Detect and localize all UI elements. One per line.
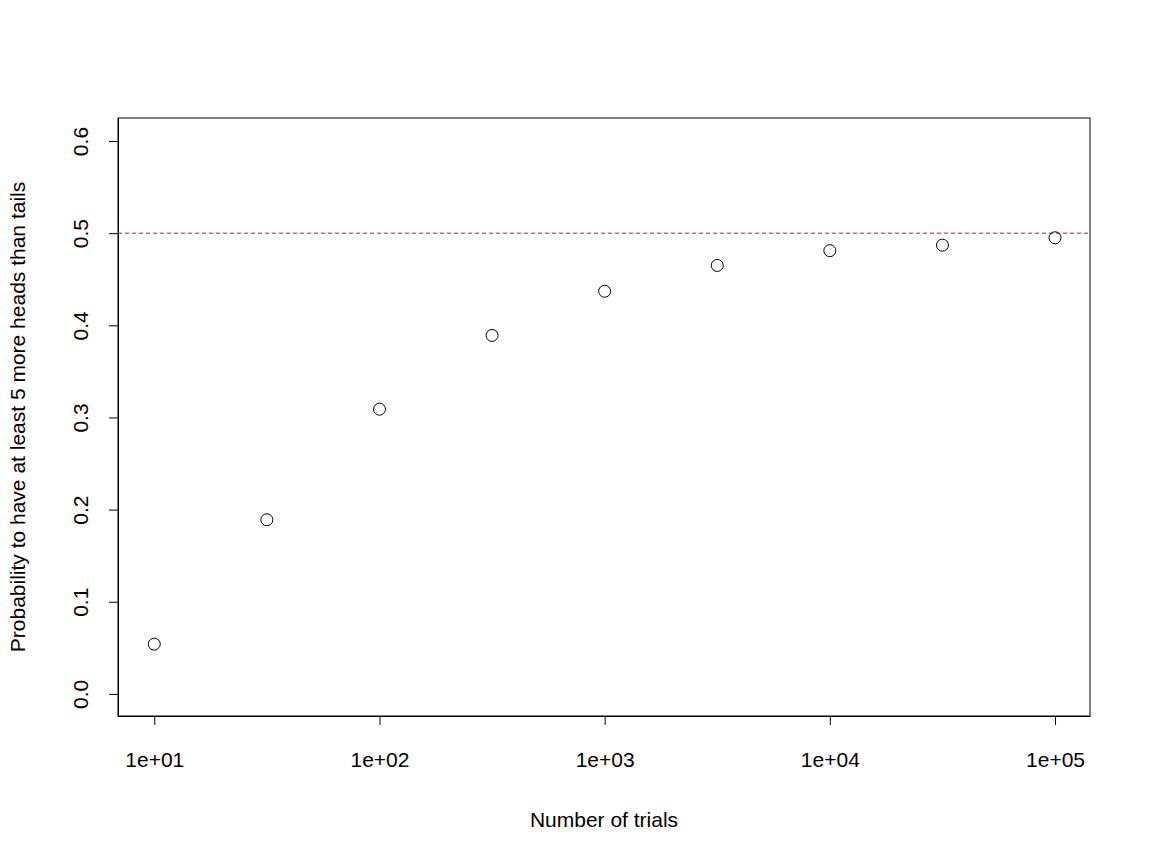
- y-tick: 0.1: [69, 588, 118, 617]
- data-area: [118, 232, 1090, 650]
- plot: 1e+01 1e+02 1e+03 1e+04 1e+05 0.0 0.1 0.2 0.3 0.4…: [69, 118, 1091, 771]
- y-tick-label: 0.2: [69, 496, 92, 525]
- x-axis: 1e+01 1e+02 1e+03 1e+04 1e+05: [119, 716, 1091, 771]
- y-axis-title: Probability to have at least 5 more head…: [6, 182, 29, 652]
- y-tick: 0.4: [69, 311, 118, 341]
- y-tick-mark: [109, 694, 118, 695]
- point: [599, 285, 611, 297]
- reference-line: [118, 233, 1090, 234]
- point: [148, 638, 160, 650]
- y-tick: 0.6: [69, 127, 118, 156]
- y-tick-mark: [109, 602, 118, 603]
- chart: 1e+01 1e+02 1e+03 1e+04 1e+05 0.0 0.1 0.2 0.3 0.4…: [0, 0, 1152, 864]
- point: [711, 259, 723, 271]
- x-tick-label: 1e+01: [125, 748, 184, 771]
- point: [824, 245, 836, 257]
- y-tick-mark: [109, 233, 118, 234]
- point: [373, 403, 385, 415]
- x-tick-mark: [379, 716, 380, 725]
- x-tick-label: 1e+03: [576, 748, 635, 771]
- point: [486, 329, 498, 341]
- y-tick: 0.0: [69, 680, 118, 709]
- x-axis-title: Number of trials: [530, 808, 678, 831]
- y-tick: 0.3: [69, 403, 118, 432]
- y-axis: 0.0 0.1 0.2 0.3 0.4 0.5 0.6: [69, 119, 119, 717]
- y-tick-label: 0.5: [69, 219, 92, 248]
- x-tick-mark: [605, 716, 606, 725]
- y-tick-mark: [109, 325, 118, 326]
- point: [936, 239, 948, 251]
- y-tick-label: 0.0: [69, 680, 92, 709]
- y-tick-label: 0.1: [69, 588, 92, 617]
- plot-frame: [118, 118, 1090, 716]
- x-tick: 1e+04: [801, 716, 860, 771]
- x-tick: 1e+01: [125, 716, 184, 771]
- y-tick-mark: [109, 141, 118, 142]
- y-tick-mark: [109, 510, 118, 511]
- x-tick-mark: [830, 716, 831, 725]
- point: [261, 514, 273, 526]
- y-tick-label: 0.4: [69, 311, 92, 341]
- x-tick: 1e+05: [1026, 716, 1085, 771]
- x-tick: 1e+03: [576, 716, 635, 771]
- x-tick-label: 1e+05: [1026, 748, 1085, 771]
- x-tick: 1e+02: [350, 716, 409, 771]
- y-tick-label: 0.3: [69, 403, 92, 432]
- x-tick-label: 1e+04: [801, 748, 860, 771]
- x-tick-mark: [154, 716, 155, 725]
- y-tick-mark: [109, 417, 118, 418]
- x-tick-label: 1e+02: [350, 748, 409, 771]
- y-tick: 0.2: [69, 496, 118, 525]
- x-tick-mark: [1055, 716, 1056, 725]
- y-tick: 0.5: [69, 219, 118, 248]
- point: [1049, 232, 1061, 244]
- y-tick-label: 0.6: [69, 127, 92, 156]
